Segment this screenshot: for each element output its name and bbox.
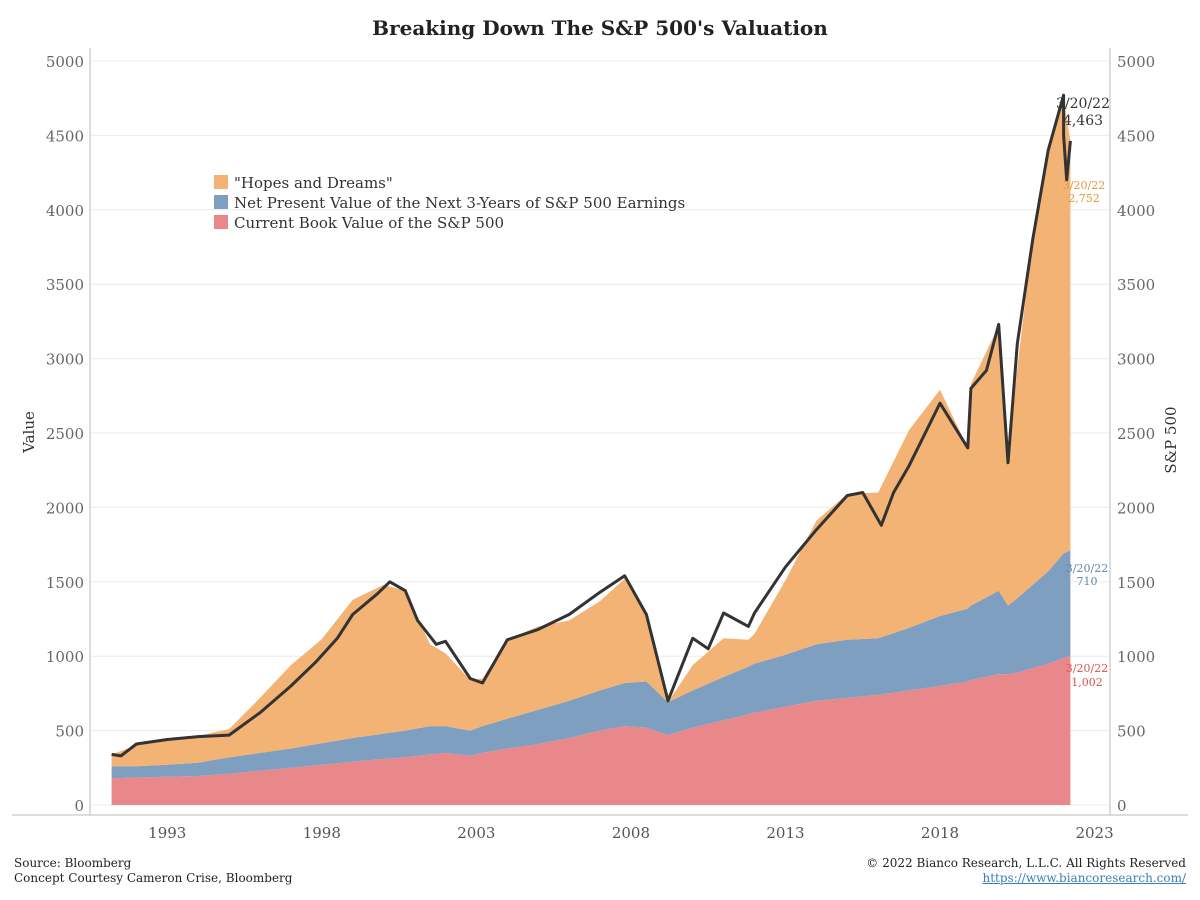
legend-swatch <box>214 195 228 209</box>
x-tick-label: 2013 <box>766 824 804 842</box>
legend-label: Net Present Value of the Next 3-Years of… <box>234 194 685 212</box>
y-tick-label-right: 500 <box>1117 723 1146 741</box>
annotation-date: 3/20/22 <box>1056 96 1110 112</box>
y-tick-label-right: 4000 <box>1117 202 1155 220</box>
legend-swatch <box>214 175 228 189</box>
y-tick-label-right: 2000 <box>1117 499 1155 517</box>
y-tick-label-right: 3500 <box>1117 276 1155 294</box>
x-tick-label: 1993 <box>148 824 186 842</box>
legend: "Hopes and Dreams" Net Present Value of t… <box>214 174 685 232</box>
end-annotations: 3/20/224,4633/20/222,7523/20/227103/20/2… <box>1056 96 1110 689</box>
legend-swatch <box>214 215 228 229</box>
y-tick-label-right: 2500 <box>1117 425 1155 443</box>
source-note: Source: Bloomberg Concept Courtesy Camer… <box>14 856 292 886</box>
y-tick-label-left: 5000 <box>46 53 84 71</box>
y-tick-label-left: 3000 <box>46 351 84 369</box>
y-tick-label-right: 5000 <box>1117 53 1155 71</box>
y-axis-title-left: Value <box>20 411 38 454</box>
x-tick-label: 2003 <box>457 824 495 842</box>
chart-title: Breaking Down The S&P 500's Valuation <box>372 16 828 40</box>
annotation-date: 3/20/22 <box>1066 662 1108 675</box>
y-tick-label-right: 1500 <box>1117 574 1155 592</box>
axes: 0 0 500 500 1000 1000 1500 1500 2000 2000 2500 2500… <box>12 48 1188 842</box>
stacked-areas <box>111 99 1071 805</box>
legend-label: Current Book Value of the S&P 500 <box>234 214 504 232</box>
area-hopes-and-dreams <box>111 99 1071 767</box>
annotation-value: 710 <box>1077 575 1098 588</box>
y-tick-label-left: 3500 <box>46 276 84 294</box>
y-tick-label-right: 4500 <box>1117 127 1155 145</box>
y-tick-label-left: 1500 <box>46 574 84 592</box>
x-tick-label: 2018 <box>921 824 959 842</box>
x-tick-label: 2023 <box>1075 824 1113 842</box>
x-tick-label: 1998 <box>303 824 341 842</box>
annotation-value: 4,463 <box>1063 113 1103 129</box>
y-tick-label-left: 500 <box>55 723 84 741</box>
annotation-date: 3/20/22 <box>1066 562 1108 575</box>
y-tick-label-left: 0 <box>74 797 84 815</box>
copyright-note: © 2022 Bianco Research, L.L.C. All Right… <box>866 856 1186 886</box>
annotation-value: 1,002 <box>1071 676 1103 689</box>
y-tick-label-left: 1000 <box>46 648 84 666</box>
y-tick-label-right: 3000 <box>1117 351 1155 369</box>
y-tick-label-right: 0 <box>1117 797 1127 815</box>
source-line: Source: Bloomberg <box>14 856 132 870</box>
y-tick-label-left: 4000 <box>46 202 84 220</box>
y-tick-label-left: 4500 <box>46 127 84 145</box>
legend-label: "Hopes and Dreams" <box>234 174 393 192</box>
sp500-line <box>111 93 1072 758</box>
y-tick-label-right: 1000 <box>1117 648 1155 666</box>
concept-line: Concept Courtesy Cameron Crise, Bloomber… <box>14 871 293 885</box>
area-current-book-value-of-the-s-p-500 <box>111 655 1071 805</box>
annotation-date: 3/20/22 <box>1063 179 1105 192</box>
y-tick-label-left: 2500 <box>46 425 84 443</box>
copyright-text: © 2022 Bianco Research, L.L.C. All Right… <box>866 856 1186 870</box>
x-tick-label: 2008 <box>612 824 650 842</box>
y-axis-title-right: S&P 500 <box>1162 406 1180 473</box>
annotation-value: 2,752 <box>1068 192 1100 205</box>
website-link[interactable]: https://www.biancoresearch.com/ <box>982 871 1186 885</box>
sp500-line-path <box>111 93 1072 758</box>
area-net-present-value-of-the-next-3-years-of-s-p-500-earnings <box>111 550 1071 779</box>
y-tick-label-left: 2000 <box>46 499 84 517</box>
